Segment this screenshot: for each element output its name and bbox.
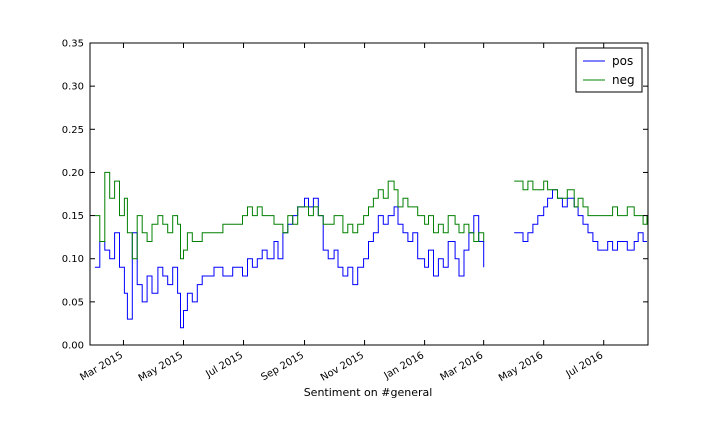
series-line-neg-segment-1 — [94, 171, 485, 260]
y-tick-label: 0.35 — [62, 39, 84, 50]
y-tick-label: 0.15 — [62, 211, 84, 222]
series-line-pos-segment-1 — [94, 197, 485, 329]
x-tick-label: Jul 2015 — [203, 350, 245, 380]
y-tick-label: 0.25 — [62, 125, 84, 136]
series-line-pos-segment-2 — [514, 189, 647, 251]
y-tick-label: 0.20 — [62, 168, 84, 179]
x-tick-label: Mar 2016 — [439, 350, 486, 383]
legend-label-neg: neg — [612, 73, 635, 87]
y-tick-label: 0.10 — [62, 254, 84, 265]
y-tick-label: 0.00 — [62, 341, 84, 352]
x-tick-label: Sep 2015 — [259, 350, 306, 383]
x-tick-label: Mar 2015 — [78, 350, 125, 383]
legend-label-pos: pos — [612, 54, 633, 68]
x-tick-label: Nov 2015 — [319, 350, 366, 384]
x-tick-label: Jan 2016 — [382, 350, 427, 382]
x-tick-label: May 2016 — [497, 350, 545, 384]
legend: pos neg — [575, 47, 643, 93]
x-tick-label: Jul 2016 — [564, 350, 606, 380]
series-lines — [94, 171, 648, 329]
x-axis: Mar 2015 May 2015 Jul 2015 Sep 2015 Nov 2015… — [78, 43, 605, 384]
plot-area — [94, 171, 648, 329]
legend-box — [575, 47, 643, 93]
plot-frame — [89, 42, 649, 346]
x-axis-label: Sentiment on #general — [304, 386, 433, 399]
series-line-neg-segment-2 — [514, 180, 648, 225]
y-tick-label: 0.30 — [62, 82, 84, 93]
x-tick-label: May 2015 — [137, 350, 185, 384]
y-tick-label: 0.05 — [62, 297, 84, 308]
y-axis: 0.00 0.05 0.10 0.15 0.20 0.25 0.30 0.35 — [62, 39, 648, 352]
